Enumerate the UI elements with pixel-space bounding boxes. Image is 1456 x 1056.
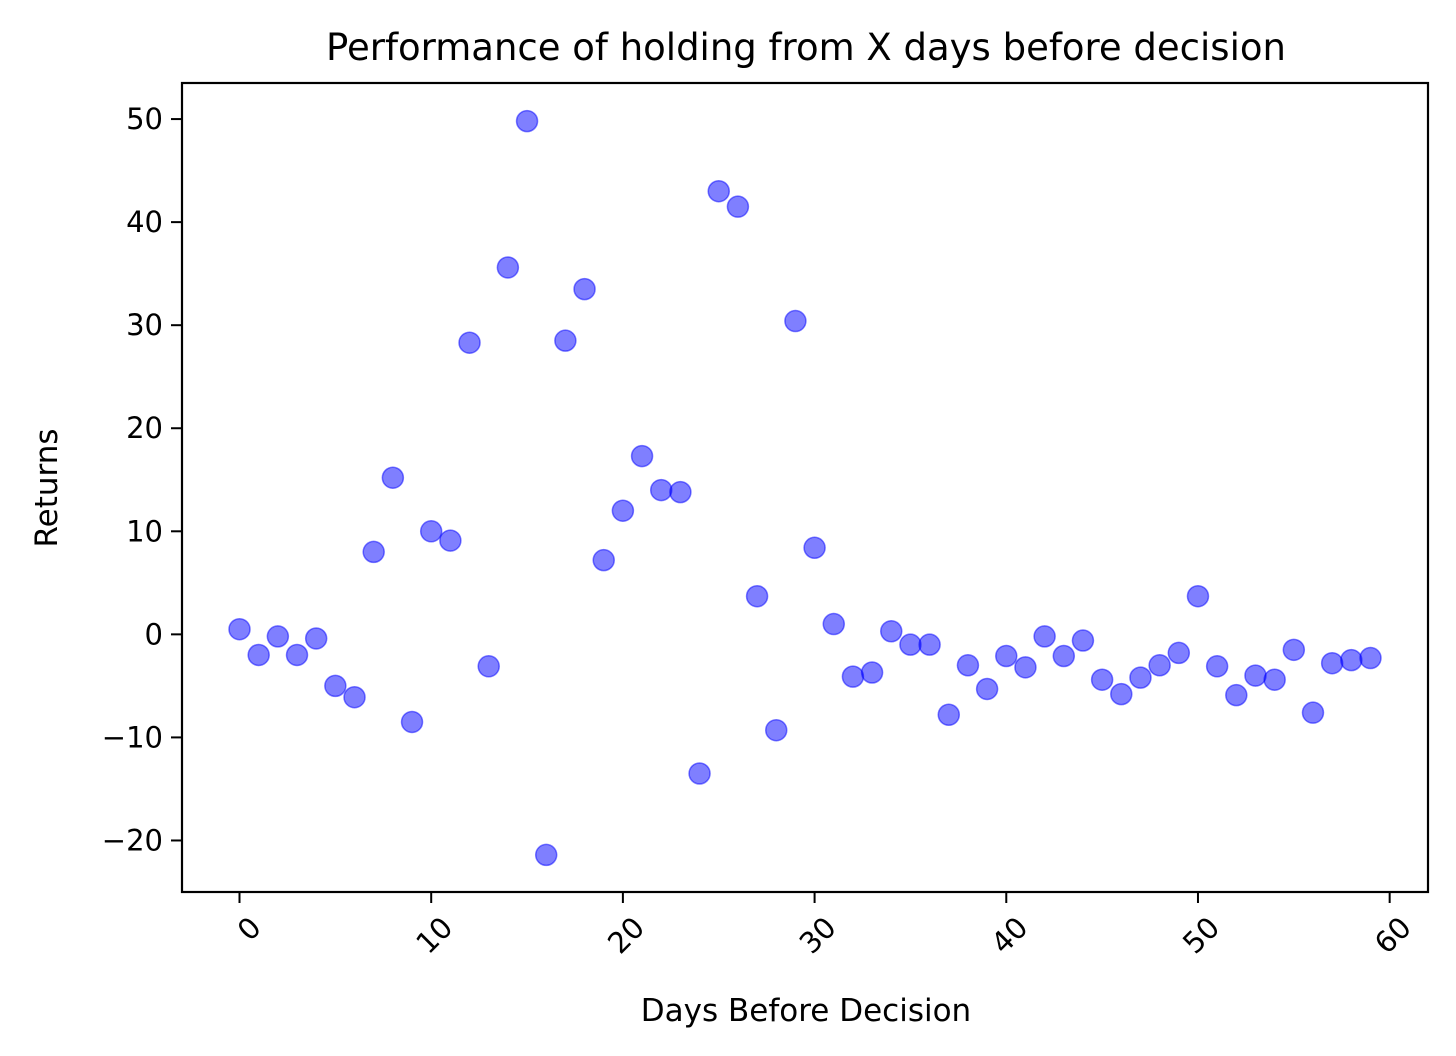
data-point	[458, 331, 481, 354]
data-point	[592, 548, 615, 572]
data-point	[726, 195, 750, 218]
y-tick-label: 20	[126, 411, 163, 445]
data-point	[1320, 651, 1344, 675]
plot-frame	[180, 81, 1430, 894]
x-tick-label: 40	[984, 910, 1034, 960]
x-tick-label: 20	[601, 910, 651, 960]
data-point	[1129, 666, 1152, 689]
y-tick-label: 10	[126, 514, 163, 548]
data-point	[573, 277, 596, 301]
data-point	[1052, 644, 1076, 668]
data-point	[1148, 654, 1171, 677]
data-point	[1225, 683, 1248, 707]
y-tick-label: 30	[126, 308, 163, 342]
data-point	[630, 444, 654, 468]
data-point	[247, 643, 270, 667]
data-points	[228, 109, 1382, 867]
data-point	[611, 499, 635, 522]
data-point	[1301, 701, 1325, 724]
data-point	[1263, 668, 1286, 691]
x-axis-ticks: 0 10 20 30 40 50 60	[231, 892, 1418, 960]
data-point	[1071, 629, 1095, 652]
data-point	[975, 677, 999, 701]
data-point	[285, 643, 309, 667]
data-point	[1359, 646, 1382, 670]
data-point	[266, 625, 290, 648]
data-point	[362, 540, 385, 564]
data-point	[534, 843, 558, 867]
data-point	[343, 685, 366, 709]
data-point	[324, 674, 347, 698]
data-point	[822, 612, 846, 636]
y-axis-ticks: −20 −10 0 10 20 30 40 50	[102, 102, 182, 857]
data-point	[419, 520, 443, 543]
y-tick-label: 40	[126, 205, 163, 239]
data-point	[304, 627, 328, 650]
data-point	[899, 633, 922, 656]
chart-title: Performance of holding from X days befor…	[326, 26, 1286, 69]
x-axis-label: Days Before Decision	[641, 993, 971, 1029]
x-tick-label: 30	[793, 910, 843, 960]
x-tick-label: 10	[409, 910, 459, 960]
data-point	[745, 584, 769, 608]
data-point	[1205, 655, 1229, 678]
data-point	[1033, 625, 1056, 648]
x-tick-label: 60	[1368, 910, 1418, 960]
data-point	[1090, 668, 1114, 691]
data-point	[554, 329, 577, 352]
y-tick-label: 0	[145, 617, 163, 651]
data-point	[1014, 656, 1037, 679]
data-point	[995, 644, 1018, 668]
data-point	[803, 536, 826, 560]
data-point	[1167, 641, 1191, 665]
data-point	[1244, 664, 1267, 687]
y-tick-label: −10	[102, 720, 163, 754]
data-point	[688, 762, 711, 785]
data-point	[860, 661, 884, 684]
y-axis-label: Returns	[29, 428, 65, 547]
y-tick-label: −20	[102, 823, 163, 857]
data-point	[669, 480, 692, 504]
data-point	[1110, 682, 1133, 706]
data-point	[918, 633, 941, 656]
x-tick-label: 0	[231, 910, 268, 947]
data-point	[439, 529, 462, 552]
data-point	[764, 718, 788, 742]
data-point	[477, 655, 500, 678]
data-point	[515, 109, 539, 133]
data-point	[880, 620, 903, 643]
data-point	[1186, 584, 1210, 608]
data-point	[956, 654, 980, 677]
data-point	[937, 703, 961, 726]
data-point	[841, 665, 865, 688]
data-point	[1340, 648, 1363, 672]
y-tick-label: 50	[126, 102, 163, 136]
data-point	[707, 179, 730, 203]
x-tick-label: 50	[1176, 910, 1226, 960]
data-point	[1282, 638, 1306, 662]
data-point	[784, 309, 807, 333]
data-point	[649, 478, 673, 502]
data-point	[228, 617, 251, 641]
data-point	[496, 256, 520, 279]
data-point	[400, 710, 424, 734]
data-point	[381, 466, 405, 489]
